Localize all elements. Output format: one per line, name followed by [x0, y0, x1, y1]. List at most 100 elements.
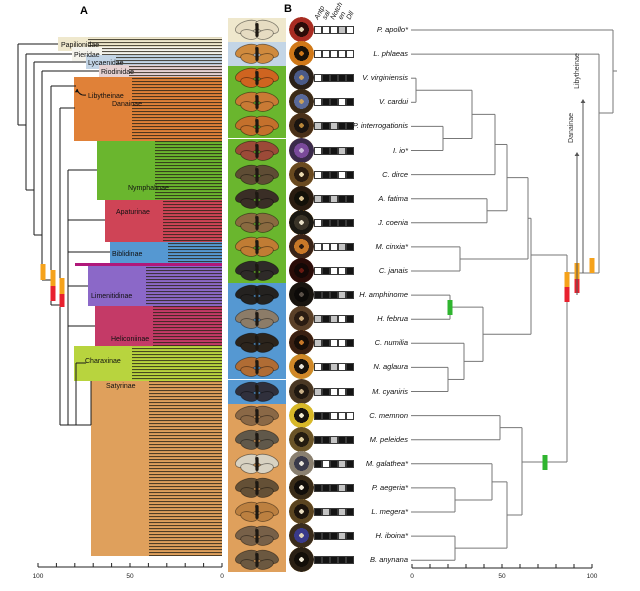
dendro-tick-50: 50: [498, 573, 506, 580]
expression-box-sal: [322, 122, 330, 131]
butterfly-image: [228, 90, 286, 115]
species-name: M. galathea*: [365, 458, 408, 468]
species-name: P. aegeria*: [371, 482, 408, 492]
event-bar-red: [59, 294, 65, 307]
expression-box-dll: [346, 218, 354, 227]
species-name: H. februa: [377, 314, 408, 324]
expression-box-dll: [346, 532, 354, 541]
clade-label-charaxinae: Charaxinae: [85, 358, 121, 365]
expression-box-notch: [330, 218, 338, 227]
expression-box-en: [338, 98, 346, 107]
eyespot-image: [289, 137, 314, 163]
expression-box-antp: [314, 170, 322, 179]
clade-tips-limenitidinae: [146, 266, 222, 306]
event-bar-green: [447, 300, 453, 315]
species-row: C. memnon: [0, 402, 640, 428]
expression-box-en: [338, 483, 346, 492]
event-bar-orange: [40, 264, 46, 280]
species-row: B. anynana: [0, 547, 640, 573]
clade-label-lycaenidae: Lycaenidae: [88, 60, 124, 67]
expression-box-notch: [330, 194, 338, 203]
butterfly-image: [228, 548, 286, 573]
eyespot-image: [289, 378, 314, 404]
species-row: C. janais: [0, 258, 640, 283]
expression-box-dll: [346, 26, 354, 34]
expression-box-sal: [322, 556, 330, 565]
species-name: V. virginiensis: [362, 73, 408, 83]
expression-box-notch: [330, 339, 338, 348]
expression-box-dll: [346, 98, 354, 107]
expression-box-antp: [314, 50, 322, 59]
expression-box-antp: [314, 242, 322, 251]
butterfly-image: [228, 114, 286, 139]
expression-box-en: [338, 508, 346, 516]
expression-box-antp: [314, 435, 322, 444]
expression-box-notch: [330, 459, 338, 468]
expression-box-antp: [314, 267, 322, 275]
panel-a-tick-50: 50: [126, 573, 134, 580]
clade-label-danainae: Danainae: [112, 101, 142, 108]
expression-box-antp: [314, 459, 322, 468]
expression-box-notch: [330, 315, 338, 324]
species-row: J. coenia: [0, 209, 640, 235]
expression-box-en: [338, 170, 346, 179]
species-name: C. janais: [378, 266, 408, 275]
lineage-arrowhead: [580, 99, 586, 103]
gene-header-dll: Dll: [346, 10, 356, 21]
expression-box-dll: [346, 556, 354, 565]
clade-label-nymphalinae: Nymphalinae: [128, 185, 169, 192]
species-row: M. cyaniris: [0, 378, 640, 404]
expression-box-dll: [346, 291, 354, 300]
expression-box-sal: [322, 411, 330, 420]
expression-box-antp: [314, 483, 322, 492]
expression-box-notch: [330, 146, 338, 155]
butterfly-image: [228, 451, 286, 476]
expression-box-notch: [330, 556, 338, 565]
expression-box-notch: [330, 483, 338, 492]
butterfly-image: [228, 66, 286, 91]
expression-box-en: [338, 339, 346, 348]
species-name: J. coenia: [377, 217, 408, 227]
expression-box-en: [338, 459, 346, 468]
expression-box-sal: [322, 218, 330, 227]
clade-label-satyrinae: Satyrinae: [106, 383, 136, 390]
expression-box-notch: [330, 291, 338, 300]
expression-box-antp: [314, 339, 322, 348]
species-name: N. aglaura: [373, 362, 408, 372]
event-bar-red: [50, 286, 56, 301]
expression-box-sal: [322, 98, 330, 107]
clade-label-heliconiinae: Heliconiinae: [111, 336, 149, 343]
panel-a-letter: A: [80, 5, 88, 17]
eyespot-image: [289, 17, 314, 42]
species-row: H. iboina*: [0, 523, 640, 549]
species-row: V. cardui: [0, 89, 640, 115]
expression-box-dll: [346, 122, 354, 131]
butterfly-image: [228, 524, 286, 549]
species-row: M. cinxia*: [0, 233, 640, 259]
expression-box-antp: [314, 387, 322, 396]
expression-box-sal: [322, 170, 330, 179]
expression-box-antp: [314, 194, 322, 203]
expression-box-dll: [346, 411, 354, 420]
gene-header-sal: sal: [322, 9, 333, 21]
species-row: N. aglaura: [0, 354, 640, 380]
clade-tips-riodinidae: [129, 65, 222, 77]
expression-box-sal: [322, 339, 330, 348]
expression-box-notch: [330, 98, 338, 107]
species-row: L. phlaeas: [0, 41, 640, 67]
expression-box-notch: [330, 411, 338, 420]
species-name: H. amphinome: [359, 290, 408, 300]
expression-box-sal: [322, 387, 330, 396]
expression-box-dll: [346, 146, 354, 155]
expression-box-notch: [330, 242, 338, 251]
expression-box-sal: [322, 459, 330, 468]
expression-box-dll: [346, 74, 354, 83]
butterfly-image: [228, 18, 286, 42]
eyespot-image: [289, 330, 314, 356]
eyespot-image: [289, 523, 314, 549]
species-name: V. cardui: [378, 97, 408, 107]
expression-box-notch: [330, 122, 338, 131]
expression-box-en: [338, 435, 346, 444]
species-row: P. interrogationis: [0, 113, 640, 139]
